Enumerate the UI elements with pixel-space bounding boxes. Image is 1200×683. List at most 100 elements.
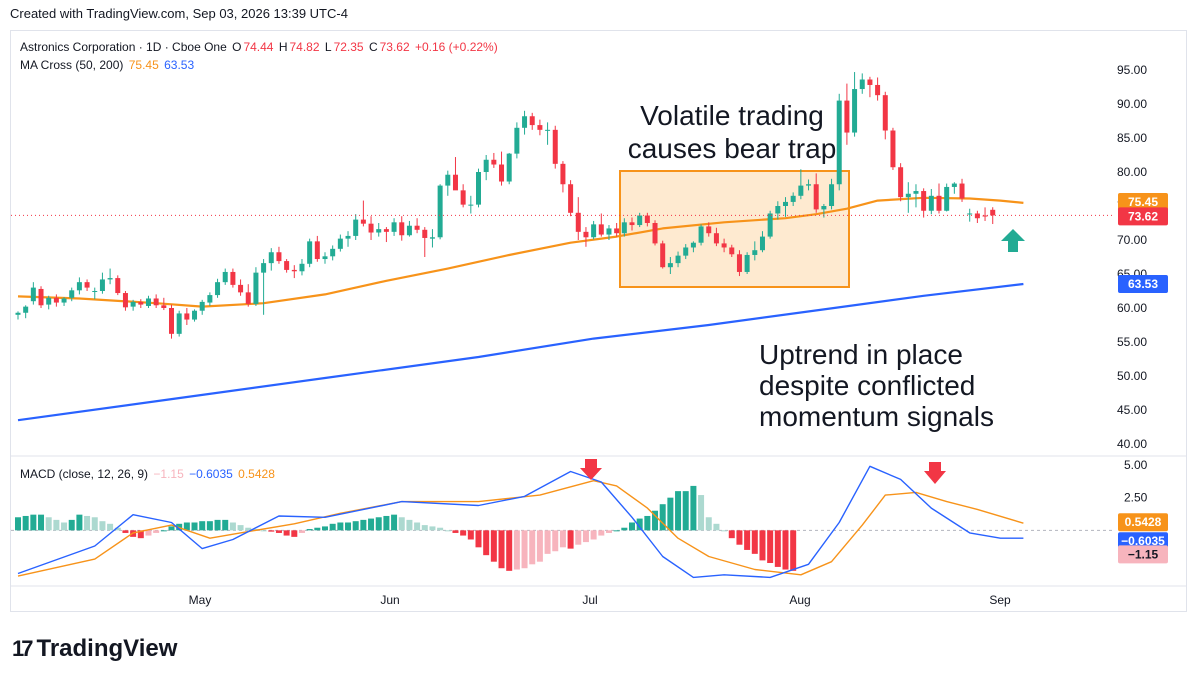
candle-body: [637, 215, 643, 226]
macd-histogram-bar: [659, 504, 666, 531]
macd-tick-label: 5.00: [1124, 458, 1148, 472]
macd-histogram-bar: [275, 530, 282, 533]
macd-histogram-bar: [298, 530, 305, 533]
macd-histogram-bar: [345, 522, 352, 531]
candle-body: [867, 79, 873, 85]
macd-histogram-bar: [690, 485, 697, 531]
candle-body: [238, 284, 244, 293]
macd-histogram-bar: [521, 530, 528, 569]
candle-body: [452, 174, 458, 191]
macd-histogram-bar: [751, 530, 758, 554]
low-label: L: [324, 40, 332, 54]
candle-body: [299, 263, 305, 272]
macd-histogram-bar: [483, 530, 490, 556]
macd-histogram-bar: [391, 514, 398, 531]
candle-body: [752, 250, 758, 255]
macd-histogram-bar: [337, 522, 344, 531]
candle-body: [176, 313, 182, 334]
macd-histogram-bar: [322, 526, 328, 531]
macd-histogram-bar: [621, 527, 628, 531]
candle-body: [506, 153, 512, 182]
red-down-arrow-icon-jul[interactable]: [580, 459, 602, 480]
macd-histogram-bar: [444, 530, 451, 532]
candle-body: [913, 191, 919, 194]
candle-body: [138, 301, 144, 305]
price-tick-label: 80.00: [1117, 165, 1147, 179]
tradingview-logo[interactable]: 17 TradingView: [12, 635, 177, 663]
macd-histogram-bar: [114, 527, 121, 531]
green-up-arrow-icon[interactable]: [1001, 229, 1025, 252]
candle-body: [245, 292, 251, 304]
candle-body: [575, 212, 581, 232]
candle-body: [115, 278, 121, 294]
macd-histogram-bar: [153, 530, 160, 533]
candle-body: [852, 89, 858, 133]
ma200-price-tag-bg: [1118, 274, 1168, 293]
candle-body: [491, 159, 497, 165]
red-down-arrow-icon-aug[interactable]: [924, 462, 946, 484]
macd-histogram-bar: [306, 529, 313, 531]
macd-histogram-bar: [582, 530, 589, 543]
macd-histogram-bar: [728, 530, 735, 539]
candle-body: [253, 272, 259, 304]
candle-body: [537, 125, 543, 130]
candle-body: [859, 79, 865, 90]
macd-histogram-bar: [183, 522, 190, 531]
box-annotation-line2[interactable]: causes bear trap: [628, 133, 837, 164]
candle-body: [552, 129, 558, 164]
note-annotation-line2[interactable]: despite conflicted: [759, 370, 975, 401]
macd-legend: MACD (close, 12, 26, 9) −1.15 −0.6035 0.…: [20, 467, 277, 481]
macd-histogram-bar: [291, 530, 298, 537]
candle-body: [591, 224, 597, 238]
candle-body: [69, 290, 75, 298]
price-tick-label: 95.00: [1117, 63, 1147, 77]
macd-histogram-bar: [498, 530, 505, 569]
candle-body: [905, 193, 911, 198]
candle-body: [721, 243, 727, 248]
candle-body: [222, 271, 228, 283]
ma50-value: 75.45: [128, 58, 159, 72]
macd-histogram-bar: [721, 530, 728, 532]
macd-histogram-bar: [53, 519, 60, 531]
macd-histogram-bar: [544, 530, 551, 554]
box-annotation-line1[interactable]: Volatile trading: [640, 100, 824, 131]
candle-body: [215, 282, 221, 296]
candle-body: [107, 278, 113, 280]
macd-histogram-bar: [552, 530, 559, 552]
signal-value-tag: 0.5428: [1125, 515, 1162, 529]
macd-histogram-bar: [575, 530, 582, 545]
candle-body: [499, 164, 505, 182]
chart-frame[interactable]: [10, 30, 1187, 612]
candle-body: [829, 184, 835, 206]
watermark-header: Created with TradingView.com, Sep 03, 20…: [10, 6, 348, 21]
macd-histogram-bar: [605, 530, 612, 533]
macd-histogram-bar: [406, 519, 413, 531]
macd-histogram-bar: [652, 510, 659, 531]
candle-body: [629, 222, 635, 226]
macd-histogram-bar: [713, 523, 720, 531]
candle-body: [974, 213, 980, 219]
macd-histogram-bar: [383, 515, 390, 531]
macd-histogram-bar: [283, 530, 290, 536]
candle-body: [268, 252, 274, 264]
candle-body: [928, 195, 934, 211]
last-price-tag-bg: [1118, 207, 1168, 226]
macd-histogram-bar: [398, 517, 405, 531]
macd-histogram-bar: [229, 522, 236, 531]
macd-histogram-bar: [467, 530, 474, 540]
candle-body: [836, 100, 842, 185]
macd-histogram-bar: [15, 517, 21, 531]
macd-histogram-bar: [475, 530, 482, 548]
candle-body: [337, 238, 343, 249]
note-annotation-line3[interactable]: momentum signals: [759, 401, 994, 432]
macd-histogram-bar: [360, 519, 367, 531]
macd-histogram-bar: [122, 530, 129, 533]
candle-body: [314, 241, 320, 260]
candle-body: [284, 261, 290, 270]
candle-body: [614, 228, 620, 234]
macd-histogram-bar: [314, 527, 321, 531]
candle-body: [391, 222, 397, 232]
note-annotation-line1[interactable]: Uptrend in place: [759, 339, 963, 370]
macd-histogram-bar: [790, 530, 797, 571]
